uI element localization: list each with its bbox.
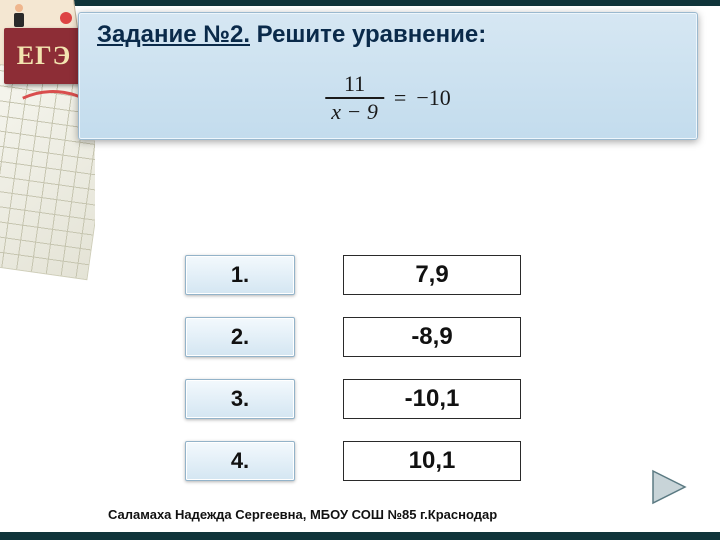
answer-box-2: -8,9 (343, 317, 521, 357)
answer-value: 7,9 (415, 261, 448, 289)
answer-value: 10,1 (409, 447, 456, 475)
task-panel: Задание №2. Решите уравнение: 11 x − 9 =… (78, 12, 698, 140)
frame-bottom (0, 532, 720, 540)
option-row: 2. -8,9 (185, 317, 565, 357)
option-button-2[interactable]: 2. (185, 317, 295, 357)
pin-icon (60, 12, 72, 24)
task-title-rest: Решите уравнение: (250, 21, 486, 48)
answer-box-4: 10,1 (343, 441, 521, 481)
answer-box-3: -10,1 (343, 379, 521, 419)
option-button-1[interactable]: 1. (185, 255, 295, 295)
frame-top (0, 0, 720, 6)
option-button-4[interactable]: 4. (185, 441, 295, 481)
options-grid: 1. 7,9 2. -8,9 3. -10,1 4. 10,1 (185, 255, 565, 503)
option-button-3[interactable]: 3. (185, 379, 295, 419)
denominator: x − 9 (325, 99, 384, 123)
numerator: 11 (338, 73, 371, 97)
option-row: 3. -10,1 (185, 379, 565, 419)
answer-box-1: 7,9 (343, 255, 521, 295)
option-row: 1. 7,9 (185, 255, 565, 295)
option-num-label: 1. (231, 262, 249, 288)
option-num-label: 4. (231, 448, 249, 474)
next-button[interactable] (646, 464, 692, 510)
arrow-right-icon (647, 465, 691, 509)
task-title: Задание №2. Решите уравнение: (97, 21, 679, 49)
option-num-label: 2. (231, 324, 249, 350)
answer-value: -8,9 (411, 323, 452, 351)
fraction: 11 x − 9 (325, 73, 384, 123)
option-num-label: 3. (231, 386, 249, 412)
equals-sign: = (394, 85, 406, 111)
task-title-lead: Задание №2. (97, 21, 250, 48)
person-icon (12, 4, 26, 28)
ege-badge-text: ЕГЭ (17, 41, 72, 71)
option-row: 4. 10,1 (185, 441, 565, 481)
ege-badge: ЕГЭ (4, 28, 84, 84)
credit-line: Саламаха Надежда Сергеевна, МБОУ СОШ №85… (108, 507, 497, 522)
answer-value: -10,1 (405, 385, 460, 413)
rhs: −10 (416, 85, 450, 111)
equation: 11 x − 9 = −10 (325, 73, 450, 123)
